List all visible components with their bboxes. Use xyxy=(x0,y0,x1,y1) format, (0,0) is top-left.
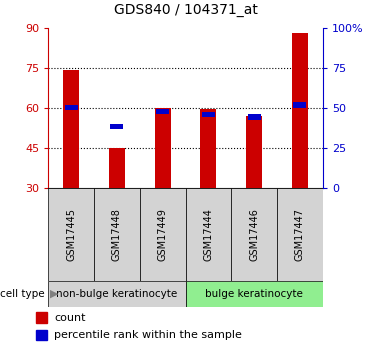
Bar xyxy=(36,330,47,341)
Text: GDS840 / 104371_at: GDS840 / 104371_at xyxy=(114,3,257,18)
Bar xyxy=(156,109,169,115)
FancyBboxPatch shape xyxy=(277,188,323,281)
Bar xyxy=(36,312,47,323)
Text: GSM17446: GSM17446 xyxy=(249,208,259,261)
Text: count: count xyxy=(55,313,86,323)
Text: GSM17449: GSM17449 xyxy=(158,208,168,261)
Bar xyxy=(202,112,215,117)
Text: percentile rank within the sample: percentile rank within the sample xyxy=(55,330,242,340)
Bar xyxy=(248,115,260,120)
FancyBboxPatch shape xyxy=(140,188,186,281)
Bar xyxy=(155,108,171,188)
Text: non-bulge keratinocyte: non-bulge keratinocyte xyxy=(56,289,177,299)
Text: cell type: cell type xyxy=(0,289,45,299)
Text: GSM17444: GSM17444 xyxy=(203,208,213,261)
Bar xyxy=(109,148,125,188)
FancyBboxPatch shape xyxy=(48,281,186,307)
Text: GSM17448: GSM17448 xyxy=(112,208,122,261)
Text: GSM17447: GSM17447 xyxy=(295,208,305,261)
Text: ▶: ▶ xyxy=(50,289,59,299)
Bar xyxy=(292,33,308,188)
FancyBboxPatch shape xyxy=(186,281,323,307)
Bar xyxy=(65,105,78,110)
Bar xyxy=(111,124,123,129)
Text: bulge keratinocyte: bulge keratinocyte xyxy=(205,289,303,299)
FancyBboxPatch shape xyxy=(231,188,277,281)
Bar xyxy=(293,102,306,108)
FancyBboxPatch shape xyxy=(94,188,140,281)
FancyBboxPatch shape xyxy=(48,188,94,281)
FancyBboxPatch shape xyxy=(186,188,231,281)
Bar xyxy=(246,116,262,188)
Bar xyxy=(63,70,79,188)
Bar xyxy=(200,109,216,188)
Text: GSM17445: GSM17445 xyxy=(66,208,76,261)
